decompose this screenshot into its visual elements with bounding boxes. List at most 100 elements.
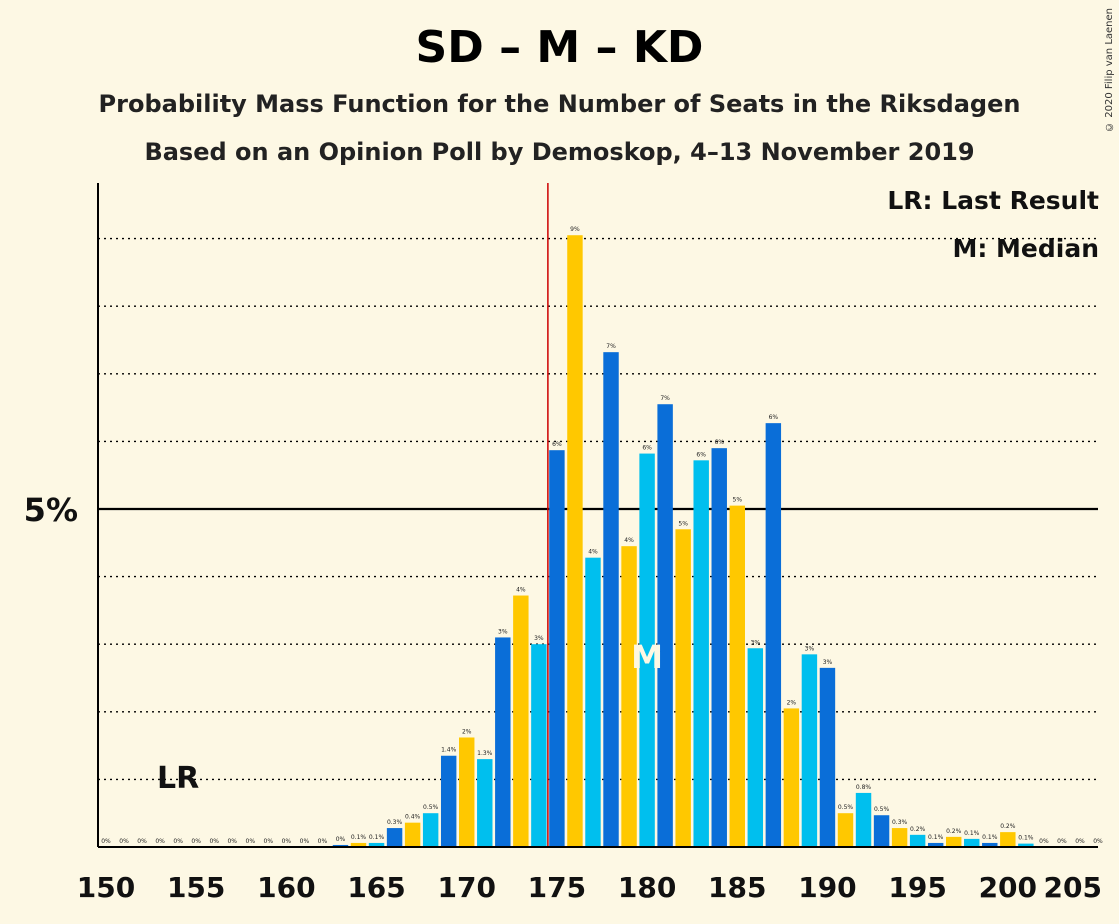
bar-172 xyxy=(495,637,511,847)
bar-180 xyxy=(639,453,655,847)
data-label-157: 0% xyxy=(227,838,237,845)
bar-187 xyxy=(765,423,782,847)
bar-163 xyxy=(332,844,349,847)
data-label-165: 0.1% xyxy=(369,834,385,841)
axes: 5% 150 155 160 165 170 175 180 185 190 195 200 205 LR… xyxy=(24,183,1102,904)
data-label-197: 0.2% xyxy=(946,828,962,835)
bar-169 xyxy=(440,755,457,847)
data-label-186: 3% xyxy=(751,639,761,646)
data-label-187: 6% xyxy=(769,414,779,421)
data-label-172: 3% xyxy=(498,628,508,635)
data-label-198: 0.1% xyxy=(964,830,980,837)
legend-last-result: LR: Last Result xyxy=(887,186,1099,215)
data-label-178: 7% xyxy=(606,343,616,350)
data-label-158: 0% xyxy=(246,838,256,845)
bar-201 xyxy=(1018,843,1034,847)
bar-198 xyxy=(964,838,980,847)
bar-181 xyxy=(657,404,673,847)
x-tick-label-190: 190 xyxy=(798,871,856,904)
x-tick-label-150: 150 xyxy=(77,871,135,904)
data-label-168: 0.5% xyxy=(423,804,439,811)
x-tick-label-175: 175 xyxy=(528,871,586,904)
bar-182 xyxy=(675,529,691,847)
bar-194 xyxy=(891,828,908,847)
data-label-200: 0.2% xyxy=(1000,823,1016,830)
data-label-156: 0% xyxy=(209,838,219,845)
data-label-176: 9% xyxy=(570,226,580,233)
bar-178 xyxy=(603,352,619,847)
bar-179 xyxy=(621,546,637,847)
data-label-193: 0.5% xyxy=(874,806,890,813)
data-labels: 0% 0% 0% 0% 0% 0% 0% 0% 0% 0% 0% 0% 0% 0% 0.1% 0.1%0.3%… xyxy=(101,226,1103,845)
data-label-150: 0% xyxy=(101,838,111,845)
x-tick-label-155: 155 xyxy=(167,871,225,904)
bar-200 xyxy=(1000,832,1016,847)
data-label-154: 0% xyxy=(173,838,183,845)
data-label-152: 0% xyxy=(137,838,147,845)
bar-196 xyxy=(927,842,944,847)
data-label-159: 0% xyxy=(264,838,274,845)
bar-175 xyxy=(549,450,565,847)
data-label-199: 0.1% xyxy=(982,834,998,841)
bar-171 xyxy=(477,759,493,847)
data-label-155: 0% xyxy=(191,838,201,845)
bar-170 xyxy=(459,737,475,847)
data-label-189: 3% xyxy=(805,645,815,652)
data-label-201: 0.1% xyxy=(1018,835,1034,842)
data-label-177: 4% xyxy=(588,549,598,556)
data-label-204: 0% xyxy=(1075,838,1085,845)
bar-168 xyxy=(422,813,439,847)
bar-195 xyxy=(909,834,926,847)
data-label-181: 7% xyxy=(660,395,670,402)
bar-199 xyxy=(982,842,998,847)
x-tick-label-160: 160 xyxy=(257,871,315,904)
legend-median: M: Median xyxy=(952,234,1099,263)
chart-subtitle-1: Probability Mass Function for the Number… xyxy=(98,90,1021,118)
x-tick-label-170: 170 xyxy=(438,871,496,904)
bar-193 xyxy=(873,815,890,847)
data-label-195: 0.2% xyxy=(910,826,926,833)
data-label-203: 0% xyxy=(1057,838,1067,845)
bar-186 xyxy=(747,648,764,847)
bar-173 xyxy=(513,595,529,847)
bar-189 xyxy=(801,654,818,847)
data-label-151: 0% xyxy=(119,838,129,845)
data-label-185: 5% xyxy=(733,497,743,504)
data-label-163: 0% xyxy=(336,836,346,843)
data-label-175: 6% xyxy=(552,441,562,448)
bar-197 xyxy=(945,836,962,847)
bar-165 xyxy=(368,842,385,847)
data-label-202: 0% xyxy=(1039,838,1049,845)
data-label-161: 0% xyxy=(300,838,310,845)
data-label-205: 0% xyxy=(1093,838,1103,845)
bars xyxy=(332,235,1034,848)
data-label-164: 0.1% xyxy=(351,834,367,841)
data-label-153: 0% xyxy=(155,838,165,845)
data-label-174: 3% xyxy=(534,635,544,642)
bar-167 xyxy=(404,822,421,847)
data-label-192: 0.8% xyxy=(856,784,872,791)
x-tick-label-200: 200 xyxy=(979,871,1037,904)
bar-192 xyxy=(855,792,872,847)
data-label-188: 2% xyxy=(787,699,797,706)
data-label-180: 6% xyxy=(642,445,652,452)
last-result-marker: LR xyxy=(157,761,199,796)
x-tick-label-185: 185 xyxy=(708,871,766,904)
median-marker: M xyxy=(631,638,663,676)
bar-174 xyxy=(531,644,547,847)
data-label-167: 0.4% xyxy=(405,814,421,821)
data-label-173: 4% xyxy=(516,587,526,594)
chart-subtitle-2: Based on an Opinion Poll by Demoskop, 4–… xyxy=(144,138,975,166)
data-label-184: 6% xyxy=(714,439,724,446)
bar-183 xyxy=(693,460,709,847)
data-label-169: 1.4% xyxy=(441,747,457,754)
bar-176 xyxy=(567,235,583,848)
bar-190 xyxy=(819,667,836,847)
data-label-171: 1.3% xyxy=(477,750,493,757)
bar-191 xyxy=(837,813,854,847)
bar-177 xyxy=(585,557,601,847)
bar-166 xyxy=(386,828,403,847)
data-label-162: 0% xyxy=(318,838,328,845)
x-tick-label-195: 195 xyxy=(888,871,946,904)
data-label-170: 2% xyxy=(462,728,472,735)
